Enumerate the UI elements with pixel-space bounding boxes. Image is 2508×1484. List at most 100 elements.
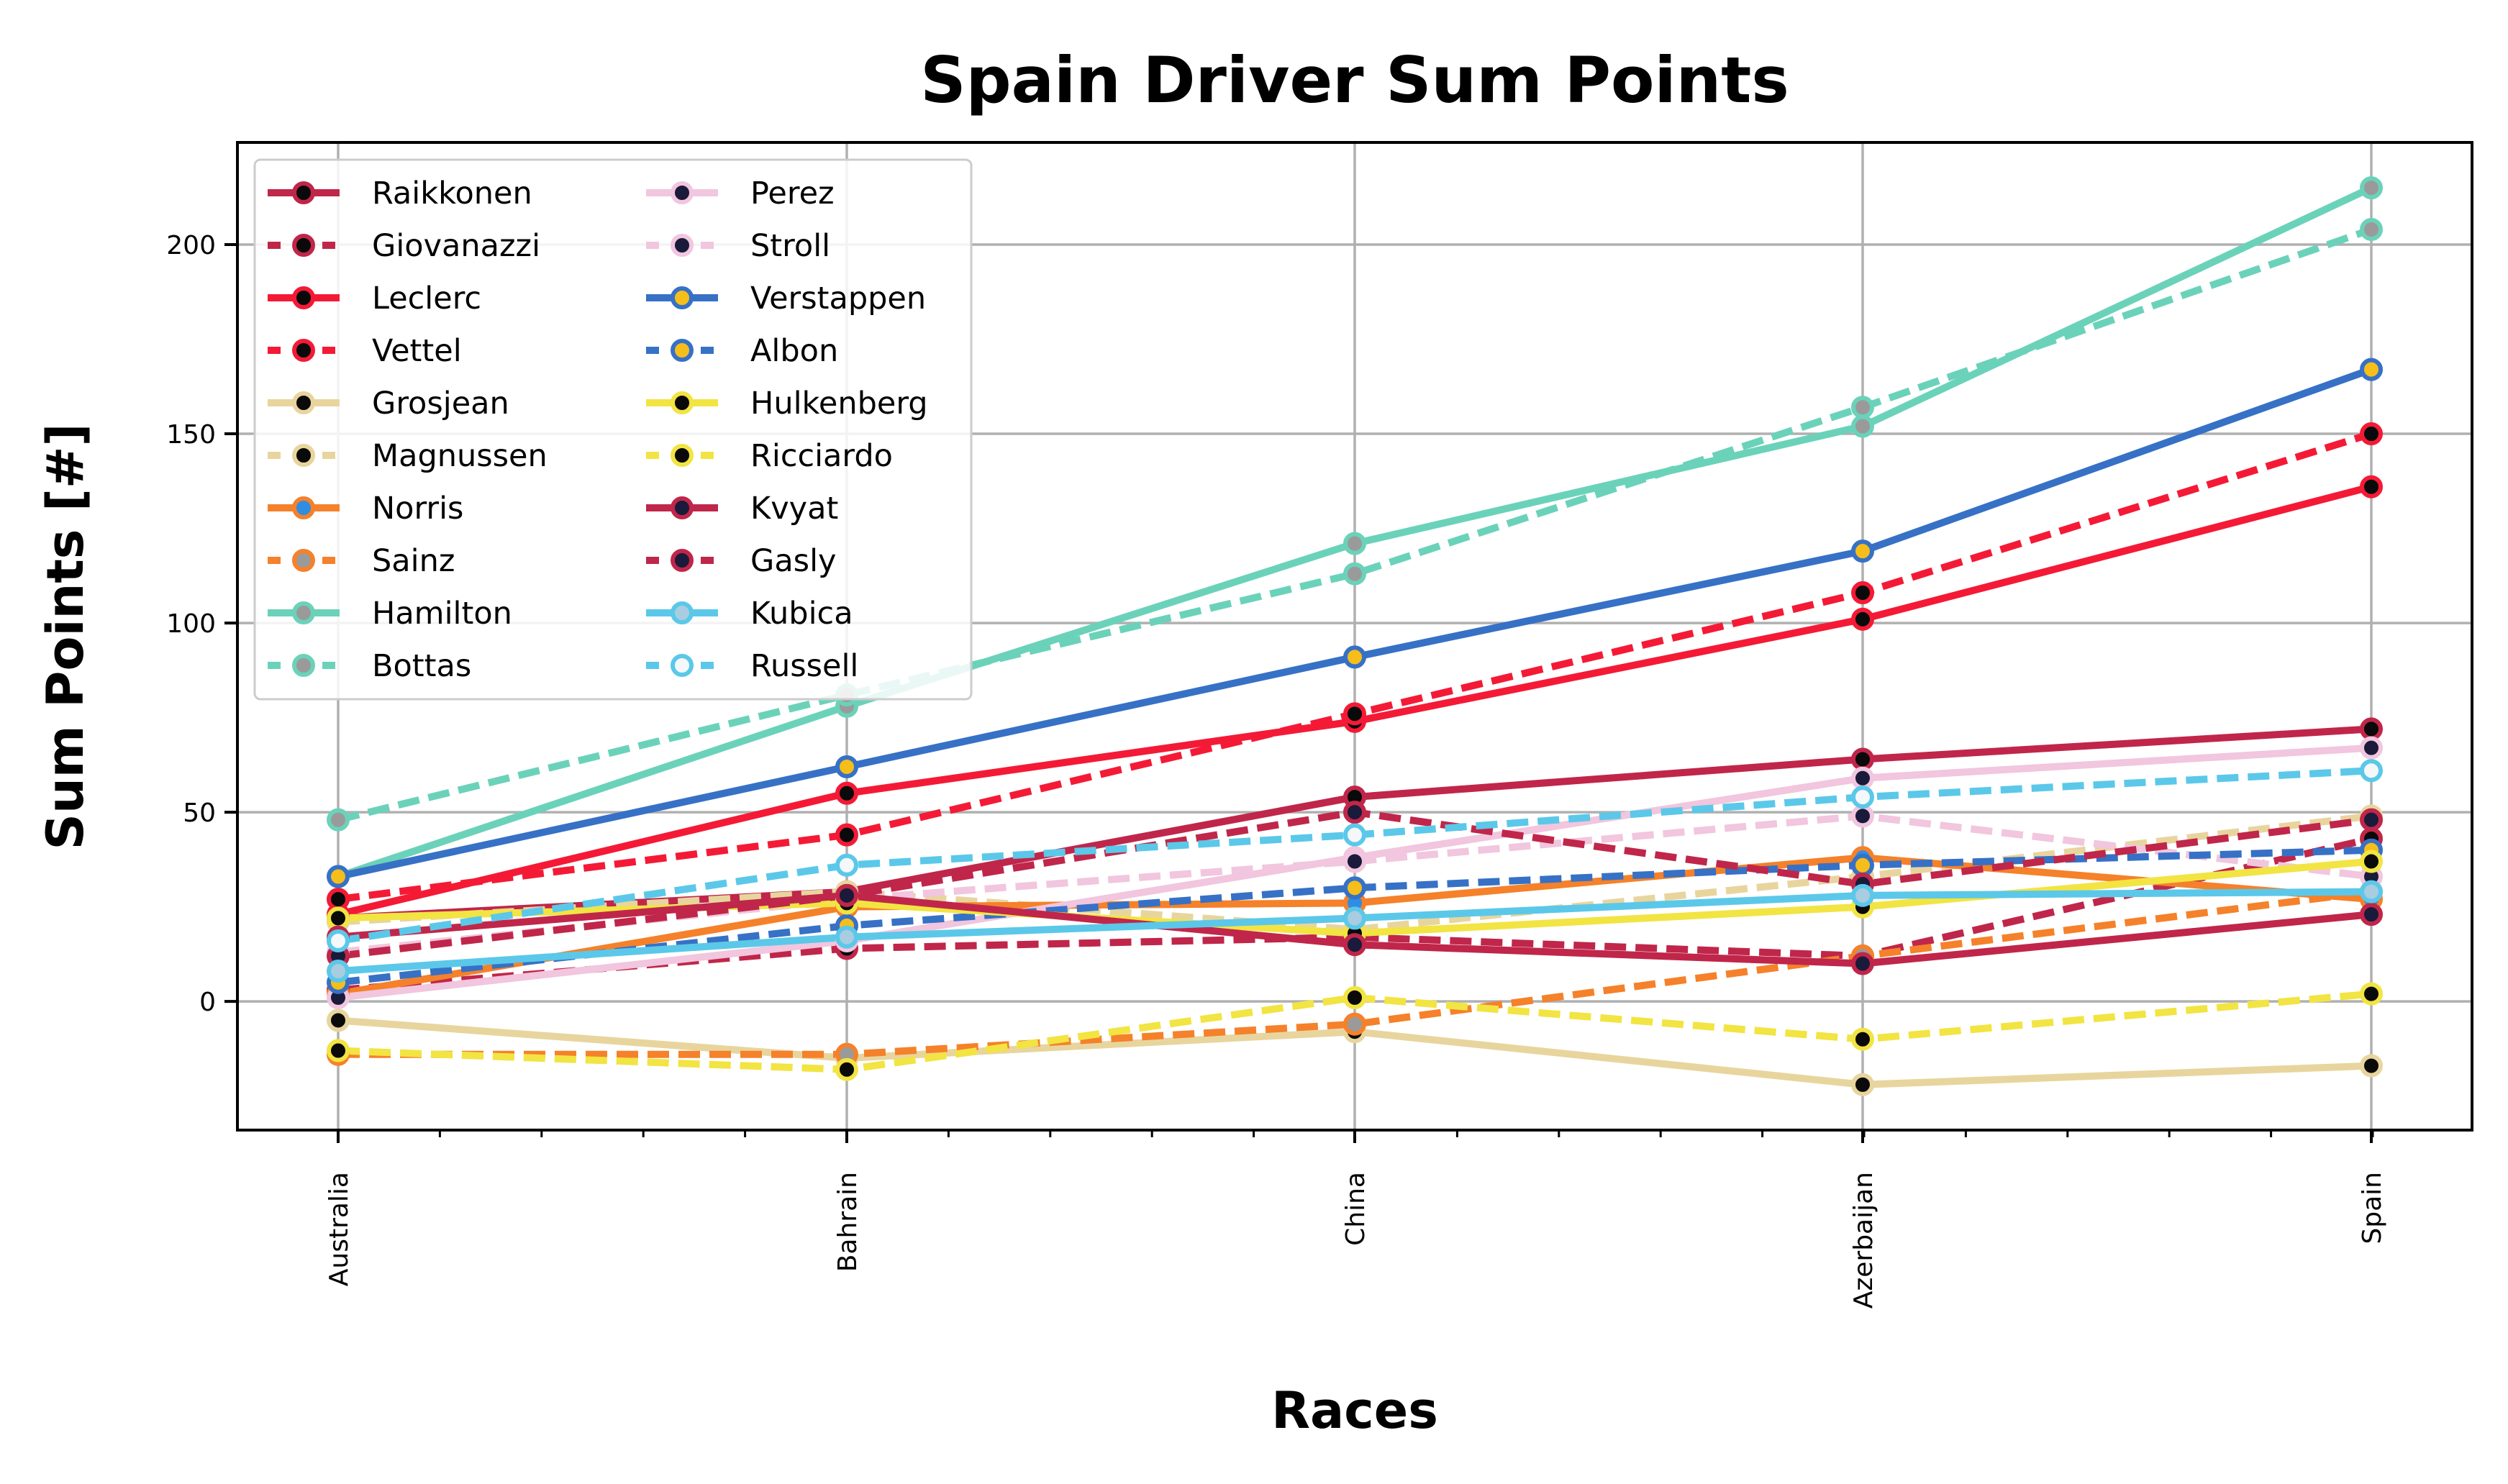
legend-label: Bottas [372, 648, 471, 684]
data-point-grosjean [1851, 1073, 1874, 1096]
data-point-hamilton [1343, 532, 1366, 555]
data-point-russell [1343, 823, 1366, 847]
data-point-bottas [1343, 562, 1366, 586]
data-point-ricciardo [1851, 1027, 1874, 1051]
data-point-hamilton [2360, 176, 2383, 200]
y-tick-label: 200 [166, 231, 216, 260]
data-point-albon [1343, 876, 1366, 900]
legend-marker [671, 549, 694, 572]
data-point-raikkonen [1851, 747, 1874, 771]
x-axis-label: Races [1271, 1381, 1438, 1440]
x-tick-label: China [1341, 1172, 1371, 1246]
data-point-russell [2360, 759, 2383, 783]
legend-marker [671, 234, 694, 257]
data-point-sainz [1343, 1012, 1366, 1036]
data-point-bottas [2360, 217, 2383, 241]
legend-marker [671, 496, 694, 519]
legend-label: Magnussen [372, 438, 548, 474]
data-point-vettel [835, 823, 858, 847]
legend-label: Verstappen [750, 281, 926, 317]
data-point-verstappen [1343, 645, 1366, 669]
data-point-hamilton [1851, 414, 1874, 438]
legend-marker [292, 444, 315, 467]
data-point-kvyat [1851, 952, 1874, 975]
legend-marker [292, 286, 315, 309]
data-point-stroll [1851, 804, 1874, 828]
data-point-grosjean [327, 1009, 350, 1032]
legend-label: Vettel [372, 333, 462, 369]
data-point-verstappen [1851, 540, 1874, 563]
y-tick-label: 150 [166, 420, 216, 450]
data-point-gasly [2360, 808, 2383, 832]
legend-marker [292, 181, 315, 204]
legend-label: Norris [372, 491, 463, 527]
data-point-verstappen [2360, 358, 2383, 381]
y-tick-label: 50 [183, 798, 216, 828]
data-point-ricciardo [835, 1057, 858, 1081]
data-point-verstappen [327, 865, 350, 888]
data-point-ricciardo [327, 1039, 350, 1062]
y-axis-label: Sum Points [#] [36, 424, 95, 850]
data-point-vettel [2360, 422, 2383, 446]
series-markers [327, 176, 2383, 1096]
data-point-bottas [327, 808, 350, 832]
data-point-grosjean [2360, 1054, 2383, 1078]
legend-marker [671, 444, 694, 467]
data-point-albon [1851, 853, 1874, 877]
legend-label: Kvyat [750, 491, 838, 527]
axes: Australia Bahrain China Azerbaijan Spain 0 50 1… [166, 231, 2387, 1308]
data-point-perez [1851, 766, 1874, 790]
legend-marker [292, 496, 315, 519]
legend-label: Stroll [750, 228, 830, 264]
data-point-vettel [1343, 702, 1366, 726]
legend-marker [671, 654, 694, 677]
data-point-russell [327, 929, 350, 952]
legend-label: Russell [750, 648, 858, 684]
legend-label: Albon [750, 333, 838, 369]
legend-marker [292, 654, 315, 677]
legend-label: Sainz [372, 543, 455, 579]
data-point-kubica [835, 925, 858, 949]
y-tick-label: 100 [166, 609, 216, 639]
legend-label: Leclerc [372, 281, 481, 317]
legend-label: Hulkenberg [750, 386, 928, 422]
data-point-kubica [1851, 883, 1874, 907]
data-point-vettel [327, 888, 350, 911]
data-point-vettel [1851, 581, 1874, 605]
data-point-perez [2360, 736, 2383, 760]
data-point-kvyat [2360, 903, 2383, 927]
legend-label: Kubica [750, 596, 853, 632]
x-tick-label: Australia [324, 1172, 354, 1286]
data-point-leclerc [2360, 475, 2383, 499]
legend-label: Raikkonen [372, 176, 532, 211]
data-point-gasly [835, 883, 858, 907]
legend: Raikkonen Giovanazzi Leclerc Vettel Grosjean… [253, 158, 973, 701]
legend-marker [671, 339, 694, 362]
legend-box [253, 158, 973, 701]
legend-label: Hamilton [372, 596, 512, 632]
legend-marker [292, 339, 315, 362]
legend-label: Giovanazzi [372, 228, 540, 264]
legend-label: Grosjean [372, 386, 509, 422]
data-point-kubica [327, 960, 350, 983]
series-line-bottas [337, 226, 2373, 824]
data-point-russell [1851, 786, 1874, 809]
y-tick-label: 0 [199, 988, 216, 1017]
legend-marker [671, 391, 694, 414]
x-tick-label: Spain [2358, 1172, 2387, 1244]
legend-marker [292, 234, 315, 257]
data-point-bottas [1851, 396, 1874, 419]
data-point-hulkenberg [327, 906, 350, 930]
legend-label: Perez [750, 176, 835, 211]
data-point-kubica [1343, 906, 1366, 930]
data-point-kvyat [1343, 933, 1366, 957]
data-point-stroll [1343, 850, 1366, 873]
data-point-verstappen [835, 755, 858, 778]
legend-marker [671, 286, 694, 309]
data-point-gasly [1343, 801, 1366, 824]
data-point-leclerc [1851, 607, 1874, 631]
data-point-hulkenberg [2360, 850, 2383, 873]
data-point-raikkonen [2360, 717, 2383, 741]
data-point-ricciardo [1343, 985, 1366, 1009]
